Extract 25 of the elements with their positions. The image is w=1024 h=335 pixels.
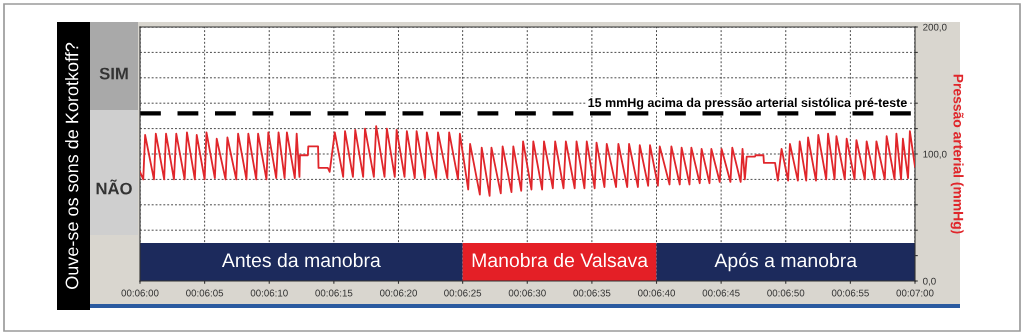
text: NÃO [96, 179, 132, 195]
line-series [140, 125, 915, 197]
x-tick-label: 00:07:00 [896, 289, 934, 297]
x-tick-label: 00:06:40 [637, 289, 676, 297]
x-tick-label: 00:06:10 [250, 289, 288, 297]
x-tick-label: 00:06:25 [444, 289, 482, 297]
y-tick-label: 100,0 [923, 150, 947, 159]
band-label: Após a manobra [714, 252, 858, 272]
x-tick-label: 00:06:50 [767, 289, 805, 297]
y-axis-title: Pressão arterial (mmHg) [950, 74, 964, 234]
band-label: Manobra de Valsava [472, 252, 649, 268]
x-tick-label: 00:06:45 [702, 289, 740, 297]
y-tick-label: 200,0 [923, 23, 947, 32]
x-tick-label: 00:06:00 [121, 289, 159, 297]
x-tick-label: 00:06:05 [186, 289, 224, 297]
x-tick-label: 00:06:55 [831, 289, 869, 297]
x-tick-label: 00:06:35 [573, 289, 611, 297]
y-tick-label: 0,0 [923, 277, 936, 286]
ref-line-label: 15 mmHg acima da pressão arterial sistólica pré-teste [588, 97, 907, 110]
x-tick-label: 00:06:30 [508, 289, 546, 297]
band-label: Antes da manobra [221, 252, 381, 268]
text: SIM [99, 67, 128, 80]
text: Ouve-se os sons de Korotkoff? [65, 42, 79, 289]
x-tick-label: 00:06:20 [379, 289, 418, 297]
x-tick-label: 00:06:15 [315, 289, 353, 297]
